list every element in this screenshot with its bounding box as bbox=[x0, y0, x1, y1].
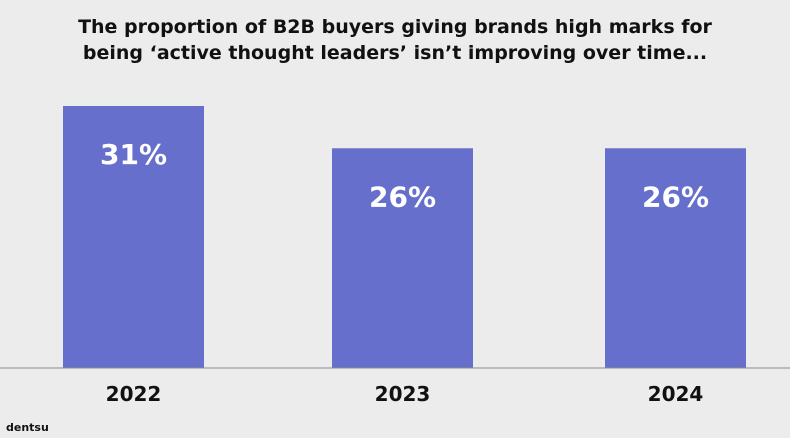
bar-2023 bbox=[332, 148, 473, 368]
data-label-2024: 26% bbox=[642, 180, 709, 213]
chart-title-line-1: The proportion of B2B buyers giving bran… bbox=[78, 16, 712, 38]
bars-group bbox=[63, 106, 746, 368]
bar-2024 bbox=[605, 148, 746, 368]
x-tick-label-2023: 2023 bbox=[375, 382, 431, 406]
data-labels-group: 31% 26% 26% bbox=[100, 138, 709, 213]
chart-title-line-2: being ‘active thought leaders’ isn’t imp… bbox=[82, 42, 708, 64]
bar-2022 bbox=[63, 106, 204, 368]
data-label-2022: 31% bbox=[100, 138, 167, 171]
data-label-2023: 26% bbox=[369, 180, 436, 213]
x-tick-labels-group: 2022 2023 2024 bbox=[106, 382, 704, 406]
brand-logo-text: dentsu bbox=[6, 421, 49, 434]
x-tick-label-2022: 2022 bbox=[106, 382, 162, 406]
chart-title: The proportion of B2B buyers giving bran… bbox=[0, 14, 790, 66]
x-tick-label-2024: 2024 bbox=[648, 382, 704, 406]
